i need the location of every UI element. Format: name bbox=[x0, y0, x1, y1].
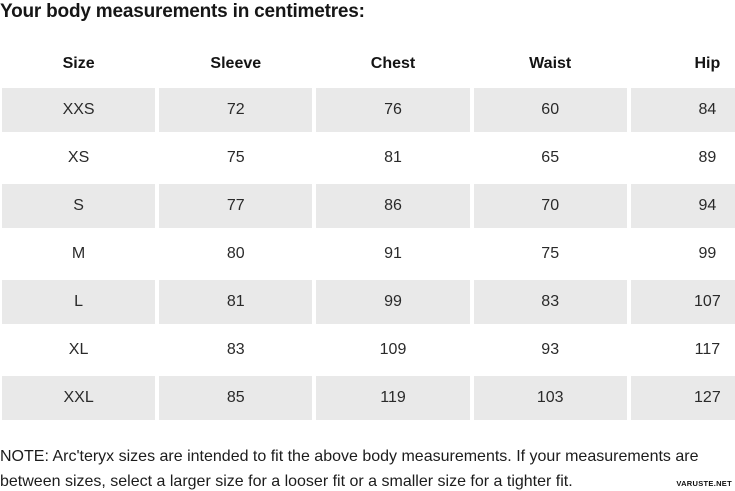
hip-value: 89 bbox=[630, 136, 735, 180]
chest-value: 86 bbox=[316, 184, 470, 228]
chest-value: 119 bbox=[316, 376, 470, 420]
size-label: M bbox=[2, 232, 156, 276]
waist-value: 75 bbox=[473, 232, 627, 276]
table-row-xxs: XXS 72 76 60 84 bbox=[2, 88, 735, 132]
hip-value: 127 bbox=[630, 376, 735, 420]
watermark-varuste-net: VARUSTE.NET bbox=[676, 479, 732, 488]
table-row-xxl: XXL 85 119 103 127 bbox=[2, 376, 735, 420]
column-header-sleeve: Sleeve bbox=[210, 55, 262, 72]
table-header-row: Size Sleeve Chest Waist Hip bbox=[2, 42, 735, 86]
hip-value: 84 bbox=[630, 88, 735, 132]
waist-value: 103 bbox=[473, 376, 627, 420]
chest-value: 91 bbox=[316, 232, 470, 276]
column-header-chest: Chest bbox=[370, 55, 416, 72]
sleeve-value: 77 bbox=[159, 184, 313, 228]
size-label: L bbox=[2, 280, 156, 324]
page-title: Your body measurements in centimetres: bbox=[0, 1, 365, 22]
size-chart-table: Size Sleeve Chest Waist Hip XXS 72 76 60… bbox=[2, 42, 735, 420]
sleeve-value: 83 bbox=[159, 328, 313, 372]
size-label: S bbox=[2, 184, 156, 228]
chest-value: 76 bbox=[316, 88, 470, 132]
column-header-waist: Waist bbox=[529, 55, 572, 72]
sizing-note: NOTE: Arc'teryx sizes are intended to fi… bbox=[0, 448, 699, 490]
table-row-l: L 81 99 83 107 bbox=[2, 280, 735, 324]
sleeve-value: 75 bbox=[159, 136, 313, 180]
sleeve-value: 81 bbox=[159, 280, 313, 324]
hip-value: 99 bbox=[630, 232, 735, 276]
waist-value: 70 bbox=[473, 184, 627, 228]
sleeve-value: 72 bbox=[159, 88, 313, 132]
waist-value: 93 bbox=[473, 328, 627, 372]
size-label: XL bbox=[2, 328, 156, 372]
chest-value: 81 bbox=[316, 136, 470, 180]
waist-value: 60 bbox=[473, 88, 627, 132]
chest-value: 99 bbox=[316, 280, 470, 324]
column-header-size: Size bbox=[62, 55, 95, 72]
size-label: XS bbox=[2, 136, 156, 180]
hip-value: 94 bbox=[630, 184, 735, 228]
table-row-s: S 77 86 70 94 bbox=[2, 184, 735, 228]
table-row-xl: XL 83 109 93 117 bbox=[2, 328, 735, 372]
table-body: XXS 72 76 60 84 XS 75 81 65 89 S 77 86 7… bbox=[2, 88, 735, 420]
table-row-xs: XS 75 81 65 89 bbox=[2, 136, 735, 180]
sleeve-value: 80 bbox=[159, 232, 313, 276]
waist-value: 83 bbox=[473, 280, 627, 324]
waist-value: 65 bbox=[473, 136, 627, 180]
chest-value: 109 bbox=[316, 328, 470, 372]
hip-value: 117 bbox=[630, 328, 735, 372]
column-header-hip: Hip bbox=[694, 55, 721, 72]
sleeve-value: 85 bbox=[159, 376, 313, 420]
table-row-m: M 80 91 75 99 bbox=[2, 232, 735, 276]
size-label: XXL bbox=[2, 376, 156, 420]
hip-value: 107 bbox=[630, 280, 735, 324]
size-label: XXS bbox=[2, 88, 156, 132]
